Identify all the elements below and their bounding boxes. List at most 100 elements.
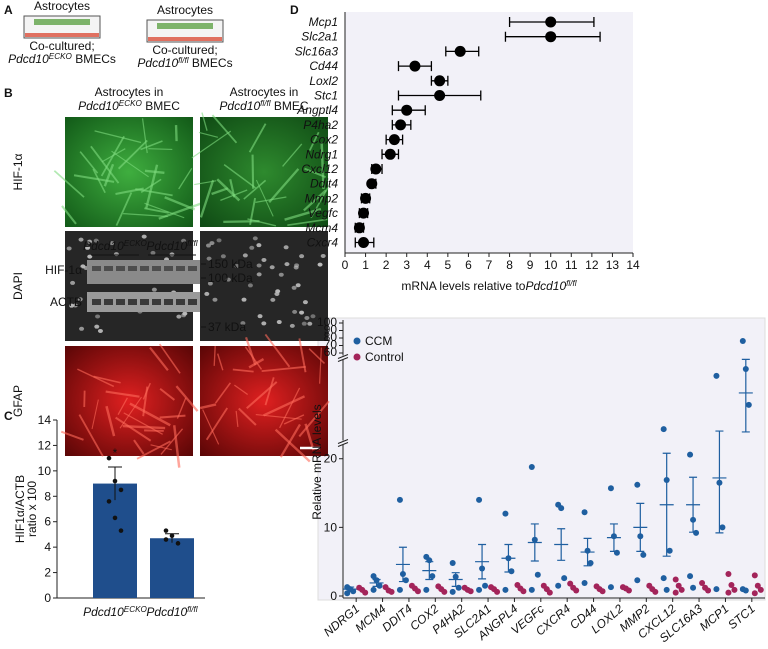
cell-process	[78, 414, 104, 457]
cell-process	[115, 187, 144, 195]
x-tick-label: 9	[527, 258, 534, 272]
nucleus	[94, 324, 100, 329]
data-point	[545, 31, 557, 43]
mean-sem	[554, 528, 569, 561]
x-tick-label: 2	[383, 258, 390, 272]
cell-process	[279, 387, 301, 429]
column-header: Astrocytes in	[95, 85, 164, 99]
cell-process	[191, 130, 232, 159]
data-point	[693, 529, 700, 536]
y-tick-label: Stc1	[314, 89, 338, 103]
legend-marker	[353, 337, 361, 345]
cell-process	[244, 336, 257, 366]
cell-process	[261, 365, 306, 373]
cell-process	[150, 444, 172, 451]
mean-sem	[580, 537, 595, 567]
band	[128, 299, 137, 305]
text-part: ACTB	[50, 295, 82, 309]
cell-process	[144, 429, 164, 432]
mean-sem	[712, 430, 727, 534]
cell-process	[144, 207, 169, 214]
y-tick-label: 14	[38, 413, 52, 427]
text-part: STC1	[725, 602, 758, 632]
blot-group: Pdcd10ECKO	[83, 239, 147, 254]
data-point	[429, 573, 436, 580]
mean-sem	[343, 586, 358, 592]
nucleus	[252, 236, 258, 241]
mean-sem	[606, 523, 621, 552]
data-point	[660, 575, 667, 582]
nucleus	[299, 310, 305, 315]
cell-process	[247, 218, 277, 227]
y-axis-label: Relative mRNA levels	[310, 404, 324, 519]
data-point	[118, 528, 124, 533]
text-part: Pdcd10	[8, 52, 49, 66]
x-tick-label: 3	[403, 258, 410, 272]
data-point	[423, 586, 430, 593]
plot-background	[345, 12, 633, 253]
y-tick-label: 80	[324, 330, 338, 344]
nucleus	[256, 243, 262, 248]
nucleus	[87, 254, 93, 259]
nucleus	[206, 256, 212, 261]
cell-process	[264, 333, 291, 368]
data-point	[106, 455, 112, 461]
y-tick-label: Cxcl12	[301, 162, 338, 176]
text-part: fl/fl	[566, 279, 577, 288]
x-tick-label: 14	[626, 258, 640, 272]
data-point	[754, 582, 761, 589]
cell-process	[282, 143, 303, 167]
nucleus	[301, 321, 307, 326]
nucleus	[209, 241, 215, 246]
nucleus	[302, 300, 308, 305]
data-point	[599, 588, 606, 595]
y-tick-label: Slc16a3	[295, 44, 339, 58]
text-part: Astrocytes	[157, 3, 213, 17]
cell-process	[79, 151, 99, 174]
cell-process	[176, 397, 187, 419]
nucleus	[294, 263, 300, 268]
data-point	[561, 575, 568, 582]
data-point	[370, 163, 382, 175]
nucleus	[176, 314, 182, 319]
text-part: Pdcd10	[146, 239, 187, 253]
blot-group: Pdcd10fl/fl	[146, 239, 197, 254]
nucleus	[261, 257, 267, 262]
nucleus	[289, 323, 295, 328]
nucleus	[205, 243, 211, 248]
cell-process	[92, 168, 106, 194]
nucleus	[95, 314, 101, 319]
cell-process	[303, 189, 327, 212]
error-bar	[108, 466, 122, 501]
cell-process	[320, 142, 325, 190]
nucleus	[284, 262, 290, 267]
marker-label: 37 kDa	[208, 320, 246, 334]
nucleus	[304, 315, 310, 320]
axis-break-mark	[337, 354, 349, 362]
row-label: DAPI	[11, 272, 25, 300]
y-tick-label: 12	[38, 438, 52, 452]
data-point	[358, 237, 370, 248]
x-tick-label: 11	[565, 258, 578, 272]
band	[140, 266, 149, 271]
data-point	[112, 478, 118, 484]
data-point	[169, 533, 175, 538]
data-point	[396, 586, 403, 593]
cell-process	[142, 382, 151, 400]
band	[116, 266, 125, 271]
cell-process	[201, 112, 208, 131]
nucleus	[299, 254, 305, 259]
cell-process	[223, 164, 257, 189]
data-point	[567, 580, 574, 587]
band	[152, 299, 161, 305]
text-part: Cd44	[309, 59, 338, 73]
nucleus	[78, 237, 84, 242]
data-point	[742, 587, 749, 594]
marker-label: 150 kDa	[208, 257, 253, 271]
micrograph	[200, 346, 328, 456]
band	[116, 299, 125, 305]
nucleus	[150, 250, 156, 255]
y-tick-label: Mcp1	[309, 15, 338, 29]
cell-process	[93, 375, 121, 384]
data-point	[699, 579, 706, 586]
